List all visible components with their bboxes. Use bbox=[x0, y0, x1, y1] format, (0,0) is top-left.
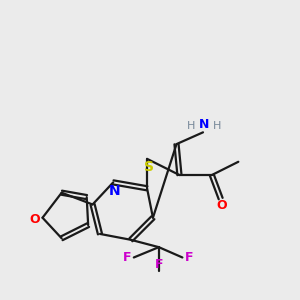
Text: N: N bbox=[109, 184, 121, 198]
Text: H: H bbox=[187, 121, 195, 131]
Text: F: F bbox=[154, 258, 163, 271]
Text: F: F bbox=[123, 251, 132, 264]
Text: S: S bbox=[143, 160, 154, 174]
Text: O: O bbox=[30, 213, 40, 226]
Text: N: N bbox=[198, 118, 209, 130]
Text: O: O bbox=[217, 199, 227, 212]
Text: F: F bbox=[184, 251, 193, 264]
Text: H: H bbox=[213, 121, 221, 131]
